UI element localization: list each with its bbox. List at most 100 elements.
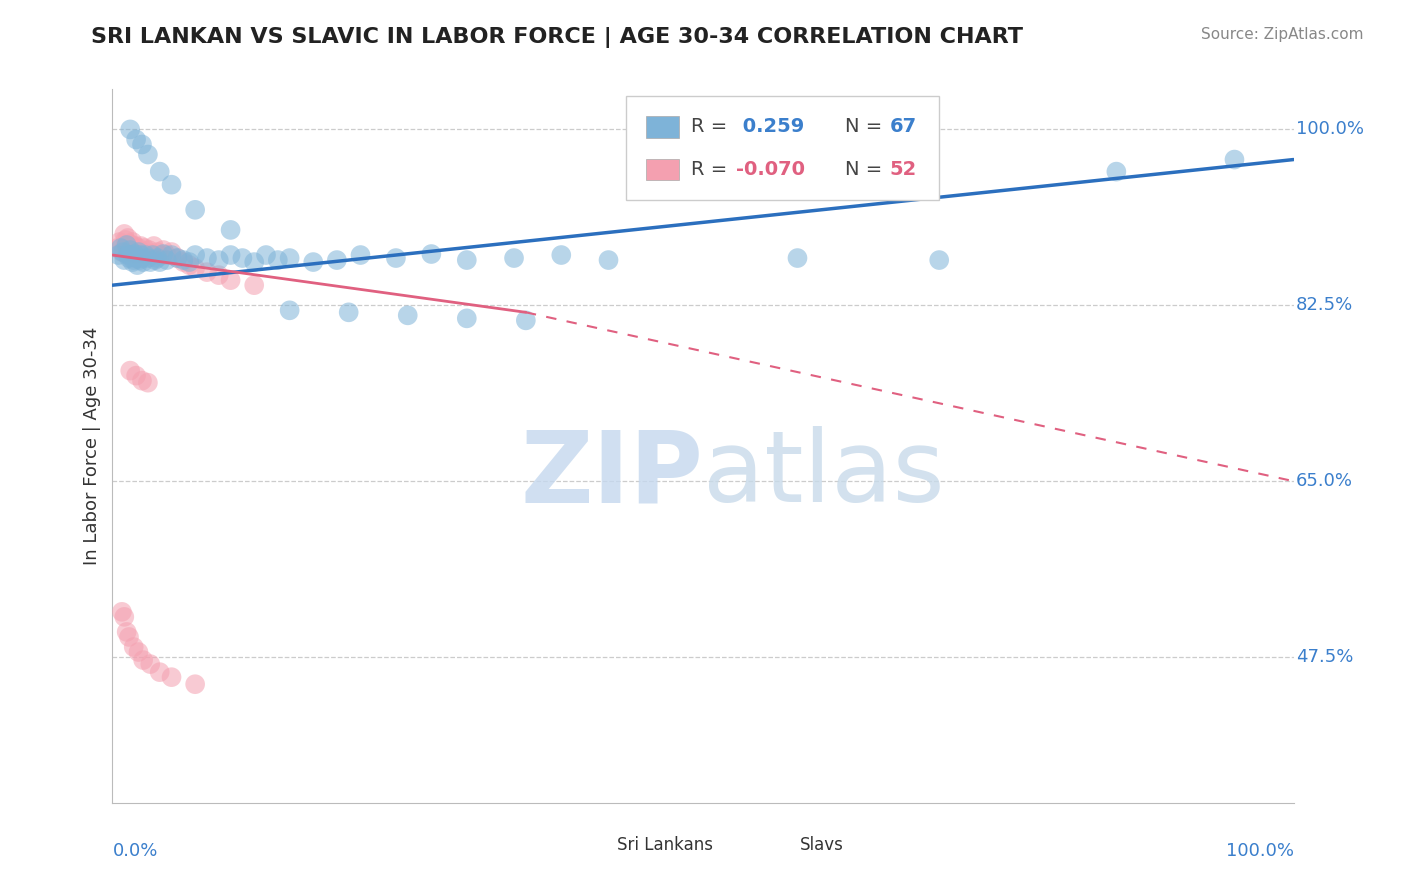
Point <box>105 241 128 255</box>
Point <box>456 253 478 268</box>
Point <box>127 258 149 272</box>
Point <box>125 132 148 146</box>
Point <box>136 251 159 265</box>
Point <box>121 235 143 249</box>
Point <box>128 247 150 261</box>
Point <box>219 248 242 262</box>
Point <box>172 255 194 269</box>
Point <box>124 247 146 261</box>
Point <box>142 239 165 253</box>
Text: 67: 67 <box>890 118 917 136</box>
Point <box>114 233 136 247</box>
Point <box>122 247 145 261</box>
Point <box>111 605 134 619</box>
Point <box>117 231 139 245</box>
Text: -0.070: -0.070 <box>737 160 806 178</box>
Point <box>136 376 159 390</box>
Point <box>112 227 135 241</box>
FancyBboxPatch shape <box>626 96 939 200</box>
Point <box>139 657 162 672</box>
Point <box>115 624 138 639</box>
Text: 100.0%: 100.0% <box>1296 120 1364 138</box>
Text: ZIP: ZIP <box>520 426 703 523</box>
Text: N =: N = <box>845 118 882 136</box>
Point <box>135 248 157 262</box>
Point <box>385 251 408 265</box>
Text: 82.5%: 82.5% <box>1296 296 1353 314</box>
FancyBboxPatch shape <box>579 836 605 855</box>
Point <box>131 374 153 388</box>
Text: Sri Lankans: Sri Lankans <box>617 836 713 855</box>
Point <box>278 303 301 318</box>
Point <box>149 248 172 262</box>
Point <box>208 253 231 268</box>
Point <box>195 265 218 279</box>
Point <box>135 248 157 262</box>
Text: 47.5%: 47.5% <box>1296 648 1353 666</box>
Point <box>112 253 135 268</box>
Point <box>598 253 620 268</box>
Text: Source: ZipAtlas.com: Source: ZipAtlas.com <box>1201 27 1364 42</box>
Point <box>195 251 218 265</box>
Point <box>139 255 162 269</box>
Y-axis label: In Labor Force | Age 30-34: In Labor Force | Age 30-34 <box>83 326 101 566</box>
Point <box>179 255 201 269</box>
Point <box>515 313 537 327</box>
Point <box>118 251 141 265</box>
FancyBboxPatch shape <box>647 116 679 137</box>
Point <box>107 248 129 262</box>
Point <box>278 251 301 265</box>
Point <box>120 248 142 262</box>
Point <box>254 248 277 262</box>
Point <box>125 243 148 257</box>
Point <box>120 122 142 136</box>
Point <box>302 255 325 269</box>
Point <box>326 253 349 268</box>
Point <box>118 245 141 260</box>
Point <box>120 243 142 257</box>
Point <box>1105 164 1128 178</box>
FancyBboxPatch shape <box>762 836 787 855</box>
Point <box>184 677 207 691</box>
Point <box>127 645 149 659</box>
Text: Slavs: Slavs <box>800 836 844 855</box>
Point <box>121 255 143 269</box>
Point <box>160 178 183 192</box>
Text: N =: N = <box>845 160 882 178</box>
Point <box>786 251 808 265</box>
Point <box>243 278 266 293</box>
Point <box>127 245 149 260</box>
Text: 52: 52 <box>890 160 917 178</box>
Point <box>146 251 169 265</box>
Point <box>396 309 419 323</box>
Point <box>138 243 160 257</box>
Point <box>134 241 156 255</box>
Point <box>149 665 172 680</box>
Text: atlas: atlas <box>703 426 945 523</box>
Point <box>122 253 145 268</box>
Text: 0.259: 0.259 <box>737 118 804 136</box>
Point <box>349 248 371 262</box>
Point <box>146 245 169 260</box>
Point <box>156 248 179 262</box>
Point <box>115 239 138 253</box>
Point <box>132 255 155 269</box>
Point <box>456 311 478 326</box>
Point <box>127 241 149 255</box>
Point <box>152 247 174 261</box>
Point <box>166 251 188 265</box>
Point <box>124 239 146 253</box>
Point <box>132 653 155 667</box>
Point <box>131 137 153 152</box>
Point <box>184 202 207 217</box>
Point <box>337 305 360 319</box>
Point <box>129 239 152 253</box>
Point <box>120 243 142 257</box>
Point <box>127 248 149 262</box>
Point <box>120 363 142 377</box>
Point <box>112 245 135 260</box>
Point <box>1223 153 1246 167</box>
Point <box>129 248 152 262</box>
Point <box>208 268 231 282</box>
Point <box>118 630 141 644</box>
